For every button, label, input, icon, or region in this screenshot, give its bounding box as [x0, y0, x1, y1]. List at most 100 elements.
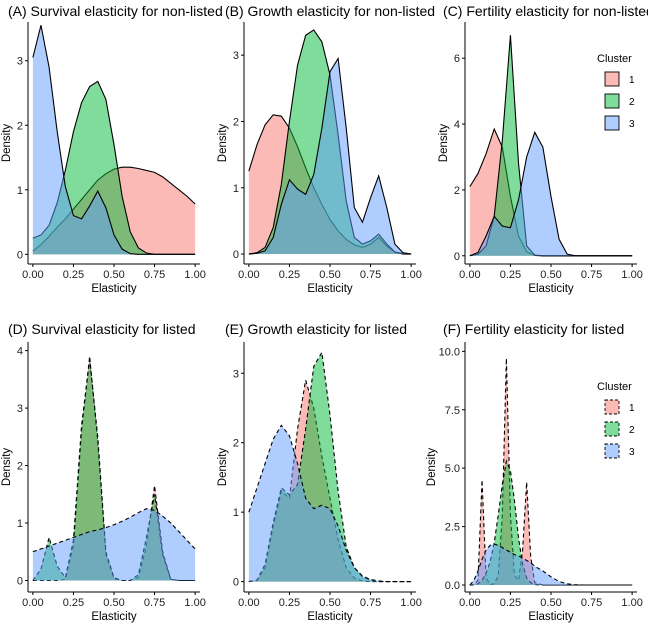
y-tick-label: 2.5: [445, 522, 460, 534]
y-tick-label: 5.0: [445, 463, 460, 475]
x-tick-label: 0.50: [103, 269, 124, 281]
density-area-cluster-3: [32, 508, 196, 581]
y-tick-label: 4: [17, 346, 23, 358]
x-tick-label: 1.00: [400, 597, 421, 609]
y-tick-label: 2: [233, 438, 239, 450]
x-tick-label: 1.00: [621, 597, 642, 609]
density-area-cluster-3: [248, 425, 412, 582]
y-tick-label: 1: [233, 183, 239, 195]
panel-title: (D) Survival elasticity for listed: [8, 321, 196, 337]
x-axis-label: Elasticity: [91, 611, 137, 623]
x-tick-label: 0.00: [22, 597, 43, 609]
x-tick-label: 0.75: [581, 597, 602, 609]
y-axis-label: Density: [1, 448, 13, 487]
x-axis-label: Elasticity: [528, 283, 574, 295]
x-tick-label: 1.00: [184, 597, 205, 609]
x-tick-label: 0.50: [540, 597, 561, 609]
y-tick-label: 0: [17, 249, 23, 261]
chart-panel-3: (C) Fertility elasticity for non-listed 0…: [438, 3, 648, 295]
y-tick-label: 10.0: [439, 346, 460, 358]
y-tick-label: 0: [17, 576, 23, 588]
y-tick-label: 7.5: [445, 405, 460, 417]
x-tick-label: 0.25: [63, 597, 84, 609]
legend-label: 1: [629, 75, 635, 86]
y-tick-label: 0: [233, 249, 239, 261]
x-tick-label: 0.00: [459, 269, 480, 281]
x-tick-label: 0.50: [103, 597, 124, 609]
x-tick-label: 0.50: [540, 269, 561, 281]
panel-title: (B) Growth elasticity for non-listed: [225, 3, 435, 19]
x-axis-label: Elasticity: [528, 611, 574, 623]
density-line-cluster-3: [469, 543, 633, 586]
y-tick-label: 3: [17, 403, 23, 415]
legend-key-cluster-3: [604, 115, 620, 131]
y-tick-label: 2: [17, 461, 23, 473]
x-tick-label: 1.00: [621, 269, 642, 281]
density-area-cluster-2: [32, 81, 196, 255]
y-tick-label: 2: [233, 116, 239, 128]
legend-key-cluster-2: [604, 93, 620, 109]
x-tick-label: 0.25: [279, 597, 300, 609]
x-tick-label: 0.00: [459, 597, 480, 609]
panel-title: (A) Survival elasticity for non-listed: [8, 3, 223, 19]
y-tick-label: 4: [454, 119, 460, 131]
legend-title: Cluster: [597, 381, 632, 393]
x-tick-label: 0.25: [500, 597, 521, 609]
density-area-cluster-3: [469, 132, 633, 256]
y-tick-label: 3: [233, 368, 239, 380]
x-tick-label: 0.75: [144, 269, 165, 281]
legend-1: Cluster 1 2 3: [597, 53, 635, 131]
y-tick-label: 6: [454, 53, 460, 65]
y-axis-label: Density: [217, 124, 229, 163]
chart-panel-4: (D) Survival elasticity for listed 0.00 0.…: [1, 321, 206, 623]
y-axis-label: Density: [1, 124, 13, 163]
y-axis-label: Density: [426, 448, 438, 487]
density-area-cluster-3: [469, 544, 633, 585]
y-tick-label: 2: [454, 185, 460, 197]
x-tick-label: 0.00: [238, 597, 259, 609]
chart-panel-1: (A) Survival elasticity for non-listed 0.…: [1, 3, 223, 295]
chart-panel-5: (E) Growth elasticity for listed 0.00 0.25…: [217, 321, 422, 623]
y-tick-label: 3: [233, 50, 239, 62]
density-area-cluster-2: [469, 35, 633, 256]
y-tick-label: 2: [17, 120, 23, 132]
panel-title: (C) Fertility elasticity for non-listed: [443, 3, 648, 19]
x-tick-label: 0.75: [360, 597, 381, 609]
legend-2: Cluster 1 2 3: [597, 381, 635, 459]
panel-title: (E) Growth elasticity for listed: [225, 321, 407, 337]
legend-key-cluster-3: [604, 443, 620, 459]
x-tick-label: 1.00: [184, 269, 205, 281]
density-line-cluster-3: [248, 56, 412, 255]
y-axis-label: Density: [438, 124, 450, 163]
density-area-cluster-3: [32, 25, 196, 255]
x-tick-label: 0.50: [319, 269, 340, 281]
legend-label: 1: [629, 403, 635, 414]
y-tick-label: 1: [17, 185, 23, 197]
density-line-cluster-3: [32, 508, 196, 553]
x-tick-label: 1.00: [400, 269, 421, 281]
x-tick-label: 0.75: [581, 269, 602, 281]
y-tick-label: 3: [17, 56, 23, 68]
y-tick-label: 1: [17, 518, 23, 530]
x-tick-label: 0.75: [360, 269, 381, 281]
density-line-cluster-3: [469, 130, 633, 257]
x-tick-label: 0.00: [238, 269, 259, 281]
y-tick-label: 0: [233, 577, 239, 589]
x-tick-label: 0.25: [279, 269, 300, 281]
x-tick-label: 0.25: [63, 269, 84, 281]
x-axis-label: Elasticity: [307, 283, 353, 295]
legend-label: 2: [629, 425, 635, 436]
legend-label: 3: [629, 119, 635, 130]
chart-panel-2: (B) Growth elasticity for non-listed 0.00…: [217, 3, 435, 295]
x-tick-label: 0.00: [22, 269, 43, 281]
y-tick-label: 1: [233, 507, 239, 519]
y-tick-label: 0.0: [445, 580, 460, 592]
y-axis-label: Density: [217, 448, 229, 487]
x-tick-label: 0.50: [319, 597, 340, 609]
x-tick-label: 0.25: [500, 269, 521, 281]
legend-label: 3: [629, 447, 635, 458]
x-axis-label: Elasticity: [307, 611, 353, 623]
legend-label: 2: [629, 97, 635, 108]
density-line-cluster-3: [32, 25, 196, 255]
